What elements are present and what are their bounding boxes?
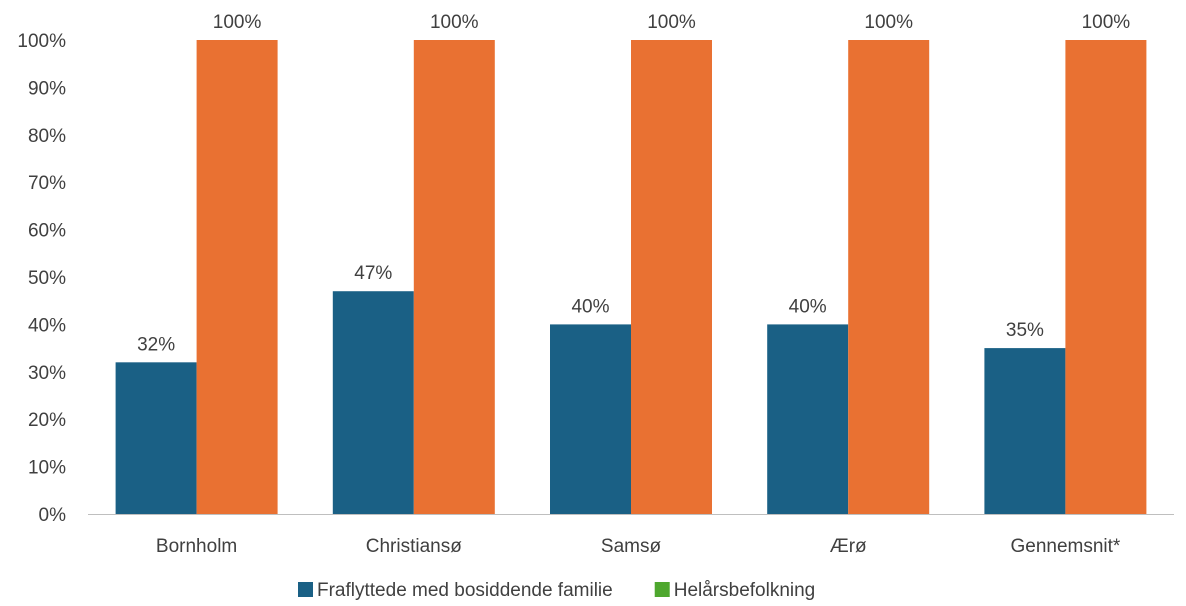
legend-swatch <box>298 582 313 597</box>
y-tick-label: 70% <box>28 173 66 194</box>
data-label: 35% <box>1006 320 1044 341</box>
data-label: 100% <box>864 12 913 33</box>
data-label: 100% <box>647 12 696 33</box>
y-tick-label: 40% <box>28 315 66 336</box>
x-tick-label: Samsø <box>601 536 662 557</box>
bar <box>550 324 631 514</box>
x-tick-label: Bornholm <box>156 536 237 557</box>
bar <box>1065 40 1147 514</box>
bars: 32% 100% 47% 100% 40% 100% 40% 100% 35% 100% <box>115 12 1147 514</box>
y-tick-label: 30% <box>28 363 66 384</box>
data-label: 40% <box>571 296 609 317</box>
bar <box>767 324 849 514</box>
y-tick-label: 60% <box>28 221 66 242</box>
data-label: 100% <box>1082 12 1131 33</box>
bar <box>115 362 197 514</box>
y-tick-label: 100% <box>17 31 66 52</box>
y-tick-label: 90% <box>28 78 66 99</box>
legend: Fraflyttede med bosiddende familie Helårs… <box>298 580 815 601</box>
data-label: 40% <box>789 296 827 317</box>
legend-label: Helårsbefolkning <box>674 580 816 601</box>
bar <box>984 348 1066 514</box>
x-tick-label: Christiansø <box>366 536 462 557</box>
x-axis: Bornholm Christiansø Samsø Ærø Gennemsnit* <box>88 514 1174 557</box>
data-label: 47% <box>354 263 392 284</box>
data-label: 100% <box>213 12 262 33</box>
y-tick-label: 0% <box>39 505 67 526</box>
y-tick-label: 80% <box>28 126 66 147</box>
y-tick-label: 50% <box>28 268 66 289</box>
bar <box>413 40 495 514</box>
data-label: 32% <box>137 334 175 355</box>
x-tick-label: Ærø <box>830 536 867 557</box>
legend-label: Fraflyttede med bosiddende familie <box>317 580 613 601</box>
data-label: 100% <box>430 12 479 33</box>
bar <box>196 40 278 514</box>
bar <box>332 291 414 514</box>
y-axis: 0% 10% 20% 30% 40% 50% 60% 70% 80% 90% 100% <box>17 31 66 526</box>
bar <box>631 40 712 514</box>
x-tick-label: Gennemsnit* <box>1010 536 1120 557</box>
y-tick-label: 10% <box>28 458 66 479</box>
y-tick-label: 20% <box>28 410 66 431</box>
legend-swatch <box>654 582 670 597</box>
bar <box>848 40 930 514</box>
